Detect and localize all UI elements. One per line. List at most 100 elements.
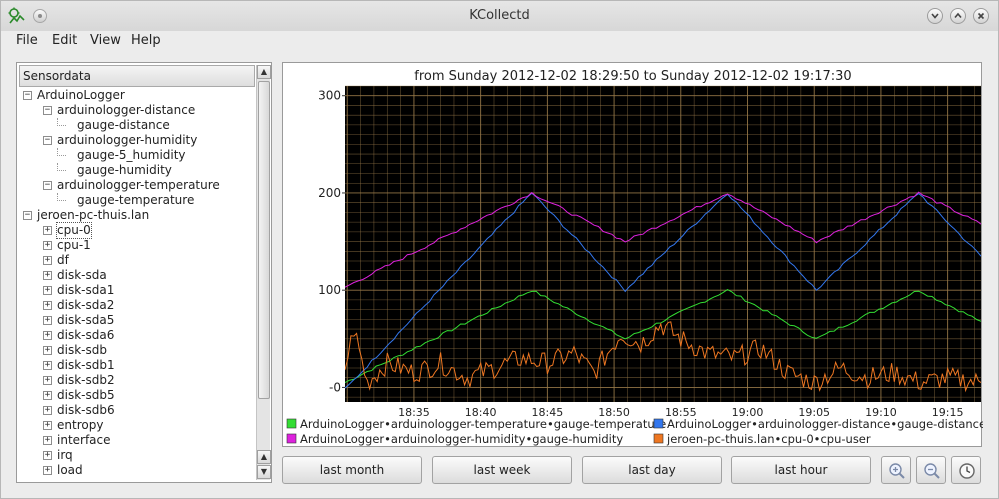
menu-help[interactable]: Help — [131, 33, 161, 48]
pin-icon[interactable] — [33, 9, 47, 23]
tree-collapse-icon[interactable]: − — [23, 210, 32, 220]
chevron-up-icon — [954, 12, 962, 19]
tree-item[interactable]: ArduinoLogger — [37, 88, 125, 102]
x-tick-label: 18:35 — [398, 406, 430, 419]
minimize-button[interactable] — [927, 8, 943, 24]
x-tick-label: 18:50 — [598, 406, 630, 419]
last-month-button[interactable]: last month — [282, 456, 422, 484]
title-bar[interactable]: KCollectd — [1, 1, 998, 31]
x-tick-label: 19:00 — [732, 406, 764, 419]
tree-item[interactable]: arduinologger-temperature — [57, 178, 220, 192]
tree-collapse-icon[interactable]: − — [43, 135, 52, 145]
last-week-button[interactable]: last week — [432, 456, 572, 484]
tree-expand-icon[interactable]: + — [43, 375, 52, 385]
tree-item[interactable]: disk-sdb — [57, 343, 107, 357]
menu-edit[interactable]: Edit — [52, 33, 78, 48]
tree-item[interactable]: interface — [57, 433, 111, 447]
tree-expand-icon[interactable]: + — [43, 420, 52, 430]
tree-item[interactable]: disk-sda6 — [57, 328, 115, 342]
series-line — [345, 321, 981, 393]
tree-item[interactable]: arduinologger-humidity — [57, 133, 198, 147]
x-tick-label: 18:40 — [465, 406, 497, 419]
y-tick-label: 100 — [318, 283, 341, 297]
tree-expand-icon[interactable]: + — [43, 360, 52, 370]
tree-expand-icon[interactable]: + — [43, 465, 52, 475]
window-title: KCollectd — [469, 8, 530, 23]
tree-item[interactable]: disk-sdb5 — [57, 388, 115, 402]
tree-item[interactable]: gauge-temperature — [77, 193, 195, 207]
graph-panel[interactable]: from Sunday 2012-12-02 18:29:50 to Sunda… — [282, 62, 983, 448]
tree-expand-icon[interactable]: + — [43, 330, 52, 340]
y-tick-label: 200 — [318, 186, 341, 200]
maximize-button[interactable] — [950, 8, 966, 24]
y-tick-label: -0 — [329, 380, 341, 394]
tree-header[interactable]: Sensordata — [19, 65, 255, 87]
last-hour-button[interactable]: last hour — [731, 456, 871, 484]
chart-title: from Sunday 2012-12-02 18:29:50 to Sunda… — [414, 69, 851, 84]
clock-icon — [959, 463, 975, 479]
tree-item[interactable]: disk-sdb1 — [57, 358, 115, 372]
tree-expand-icon[interactable]: + — [43, 285, 52, 295]
series-line — [345, 191, 981, 288]
tree-item[interactable]: disk-sda — [57, 268, 107, 282]
tree-expand-icon[interactable]: + — [43, 315, 52, 325]
tree-branch-line — [57, 148, 66, 156]
scroll-down-arrow[interactable]: ▼ — [257, 465, 271, 479]
tree-expand-icon[interactable]: + — [43, 270, 52, 280]
scroll-up-arrow[interactable]: ▲ — [257, 65, 271, 79]
tree-expand-icon[interactable]: + — [43, 225, 52, 235]
close-button[interactable] — [973, 8, 989, 24]
tree-collapse-icon[interactable]: − — [43, 105, 52, 115]
tree-expand-icon[interactable]: + — [43, 255, 52, 265]
tree-item[interactable]: disk-sda2 — [57, 298, 115, 312]
sensor-graph[interactable]: from Sunday 2012-12-02 18:29:50 to Sunda… — [283, 63, 983, 448]
tree-item[interactable]: cpu-1 — [57, 238, 91, 252]
tree-expand-icon[interactable]: + — [43, 240, 52, 250]
tree-item[interactable]: irq — [57, 448, 73, 462]
y-tick-label: 300 — [318, 89, 341, 103]
tree-expand-icon[interactable]: + — [43, 450, 52, 460]
series-line — [345, 289, 981, 384]
tree-item[interactable]: disk-sdb6 — [57, 403, 115, 417]
tree-item[interactable]: gauge-5_humidity — [77, 148, 186, 162]
tree-item[interactable]: cpu-0 — [56, 222, 92, 239]
tree-item[interactable]: disk-sdb2 — [57, 373, 115, 387]
legend-swatch — [286, 433, 297, 444]
tree-item[interactable]: disk-sda1 — [57, 283, 115, 297]
menu-bar: File Edit View Help — [1, 31, 998, 53]
tree-expand-icon[interactable]: + — [43, 390, 52, 400]
tree-item[interactable]: arduinologger-distance — [57, 103, 196, 117]
auto-update-button[interactable] — [951, 456, 981, 484]
tree-item[interactable]: load — [57, 463, 83, 477]
tree-branch-line — [57, 118, 66, 126]
x-tick-label: 19:10 — [865, 406, 897, 419]
x-tick-label: 18:45 — [532, 406, 564, 419]
tree-item[interactable]: entropy — [57, 418, 104, 432]
sensor-tree[interactable]: Sensordata − ArduinoLogger − arduinologger-… — [16, 62, 272, 483]
tree-branch-line — [57, 163, 66, 171]
tree-collapse-icon[interactable]: − — [23, 90, 32, 100]
menu-view[interactable]: View — [90, 33, 121, 48]
tree-item[interactable]: disk-sda5 — [57, 313, 115, 327]
tree-item[interactable]: jeroen-pc-thuis.lan — [37, 208, 150, 222]
legend-swatch — [653, 433, 664, 444]
tree-item[interactable]: df — [57, 253, 69, 267]
zoom-out-icon — [924, 463, 940, 479]
zoom-in-button[interactable] — [881, 456, 911, 484]
tree-scrollbar[interactable]: ▲ ▲ ▼ — [256, 65, 271, 480]
legend-entry: ArduinoLogger•arduinologger-distance•gau… — [667, 417, 983, 431]
scroll-thumb[interactable] — [258, 81, 270, 399]
legend-entry: ArduinoLogger•arduinologger-temperature•… — [300, 417, 666, 431]
tree-expand-icon[interactable]: + — [43, 345, 52, 355]
zoom-out-button[interactable] — [916, 456, 946, 484]
tree-expand-icon[interactable]: + — [43, 405, 52, 415]
last-day-button[interactable]: last day — [582, 456, 722, 484]
scroll-down-arrow-upper[interactable]: ▲ — [257, 450, 271, 464]
tree-item[interactable]: gauge-distance — [77, 118, 170, 132]
tree-expand-icon[interactable]: + — [43, 435, 52, 445]
menu-file[interactable]: File — [16, 33, 38, 48]
tree-expand-icon[interactable]: + — [43, 300, 52, 310]
tree-collapse-icon[interactable]: − — [43, 180, 52, 190]
tree-item[interactable]: gauge-humidity — [77, 163, 172, 177]
